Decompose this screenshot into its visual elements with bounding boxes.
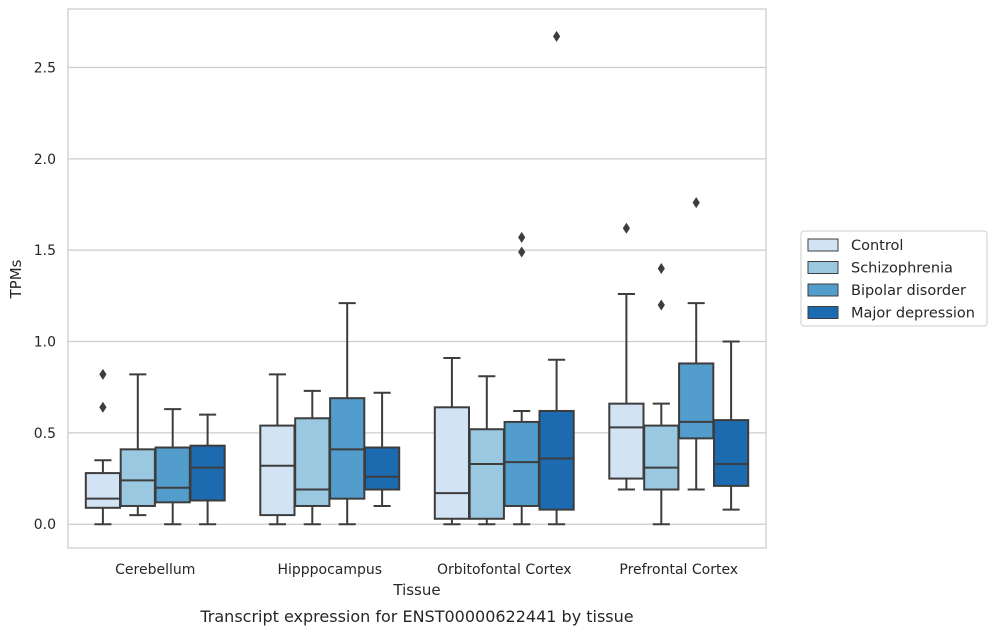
figure-caption: Transcript expression for ENST0000062244… <box>199 607 633 626</box>
box <box>189 444 226 502</box>
outlier-point <box>518 246 526 258</box>
y-tick-label: 2.5 <box>34 60 56 76</box>
legend-swatch <box>807 238 839 252</box>
box-group <box>119 373 156 517</box>
box-group <box>503 231 540 526</box>
box-group <box>538 30 575 526</box>
x-tick-labels: Cerebellum Hipppocampus Orbitofontal Corte… <box>115 562 738 578</box>
y-tick-label: 1.5 <box>34 243 56 259</box>
legend-item: Schizophrenia <box>807 261 953 277</box>
box-group <box>363 391 401 507</box>
box <box>294 417 331 507</box>
legend-items: Control Schizophrenia Bipolar disorder Majo… <box>807 238 975 322</box>
box-group <box>294 389 331 526</box>
outlier-point <box>553 30 561 42</box>
legend-item: Major depression <box>807 306 975 322</box>
box <box>678 362 715 440</box>
box-group <box>259 373 296 526</box>
box-group <box>608 222 645 491</box>
legend-swatch <box>807 261 839 274</box>
legend: Control Schizophrenia Bipolar disorder Majo… <box>800 230 988 327</box>
box-group <box>329 302 366 526</box>
box <box>643 424 680 491</box>
box <box>154 446 191 504</box>
outlier-point <box>99 401 107 413</box>
legend-item: Control <box>807 238 903 254</box>
box <box>363 446 401 491</box>
box <box>538 409 575 511</box>
box <box>433 406 471 520</box>
legend-label: Control <box>851 238 903 254</box>
box <box>119 448 156 507</box>
x-axis-label: Tissue <box>392 581 440 599</box>
x-tick-label: Prefrontal Cortex <box>619 562 738 578</box>
x-tick-label: Cerebellum <box>115 562 195 578</box>
outlier-point <box>657 262 665 274</box>
legend-swatch <box>807 306 839 319</box>
y-tick-label: 2.0 <box>34 152 56 168</box>
outlier-point <box>692 197 700 209</box>
box-group <box>712 340 750 511</box>
box <box>608 402 645 480</box>
legend-item: Bipolar disorder <box>807 283 966 299</box>
box-group <box>154 408 191 526</box>
y-tick-label: 1.0 <box>34 335 56 351</box>
y-axis-label: TPMs <box>7 259 25 299</box>
legend-frame <box>800 230 988 327</box>
y-tick-label: 0.0 <box>34 517 56 533</box>
legend-label: Major depression <box>851 306 975 322</box>
box <box>503 420 540 507</box>
box-group <box>678 197 715 491</box>
legend-swatch <box>807 283 839 297</box>
grid-layer <box>68 66 766 525</box>
y-tick-labels: 0.0 0.5 1.0 1.5 2.0 2.5 <box>34 60 56 533</box>
box <box>259 424 296 517</box>
y-tick-label: 0.5 <box>34 426 56 442</box>
x-tick-label: Hipppocampus <box>277 562 382 578</box>
outlier-point <box>518 231 526 243</box>
box-group <box>433 356 471 526</box>
box <box>468 428 505 520</box>
box-group <box>468 375 505 526</box>
legend-label: Bipolar disorder <box>851 283 966 299</box>
box-group <box>643 262 680 526</box>
box-group <box>84 368 122 526</box>
box <box>84 472 122 509</box>
legend-label: Schizophrenia <box>851 261 953 277</box>
x-tick-label: Orbitofontal Cortex <box>437 562 572 578</box>
box-group <box>189 413 226 526</box>
plot-layer <box>84 30 750 526</box>
plot-frame <box>67 8 767 549</box>
outlier-point <box>657 299 665 311</box>
box <box>712 419 750 487</box>
outlier-point <box>622 222 630 234</box>
outlier-point <box>99 368 107 380</box>
